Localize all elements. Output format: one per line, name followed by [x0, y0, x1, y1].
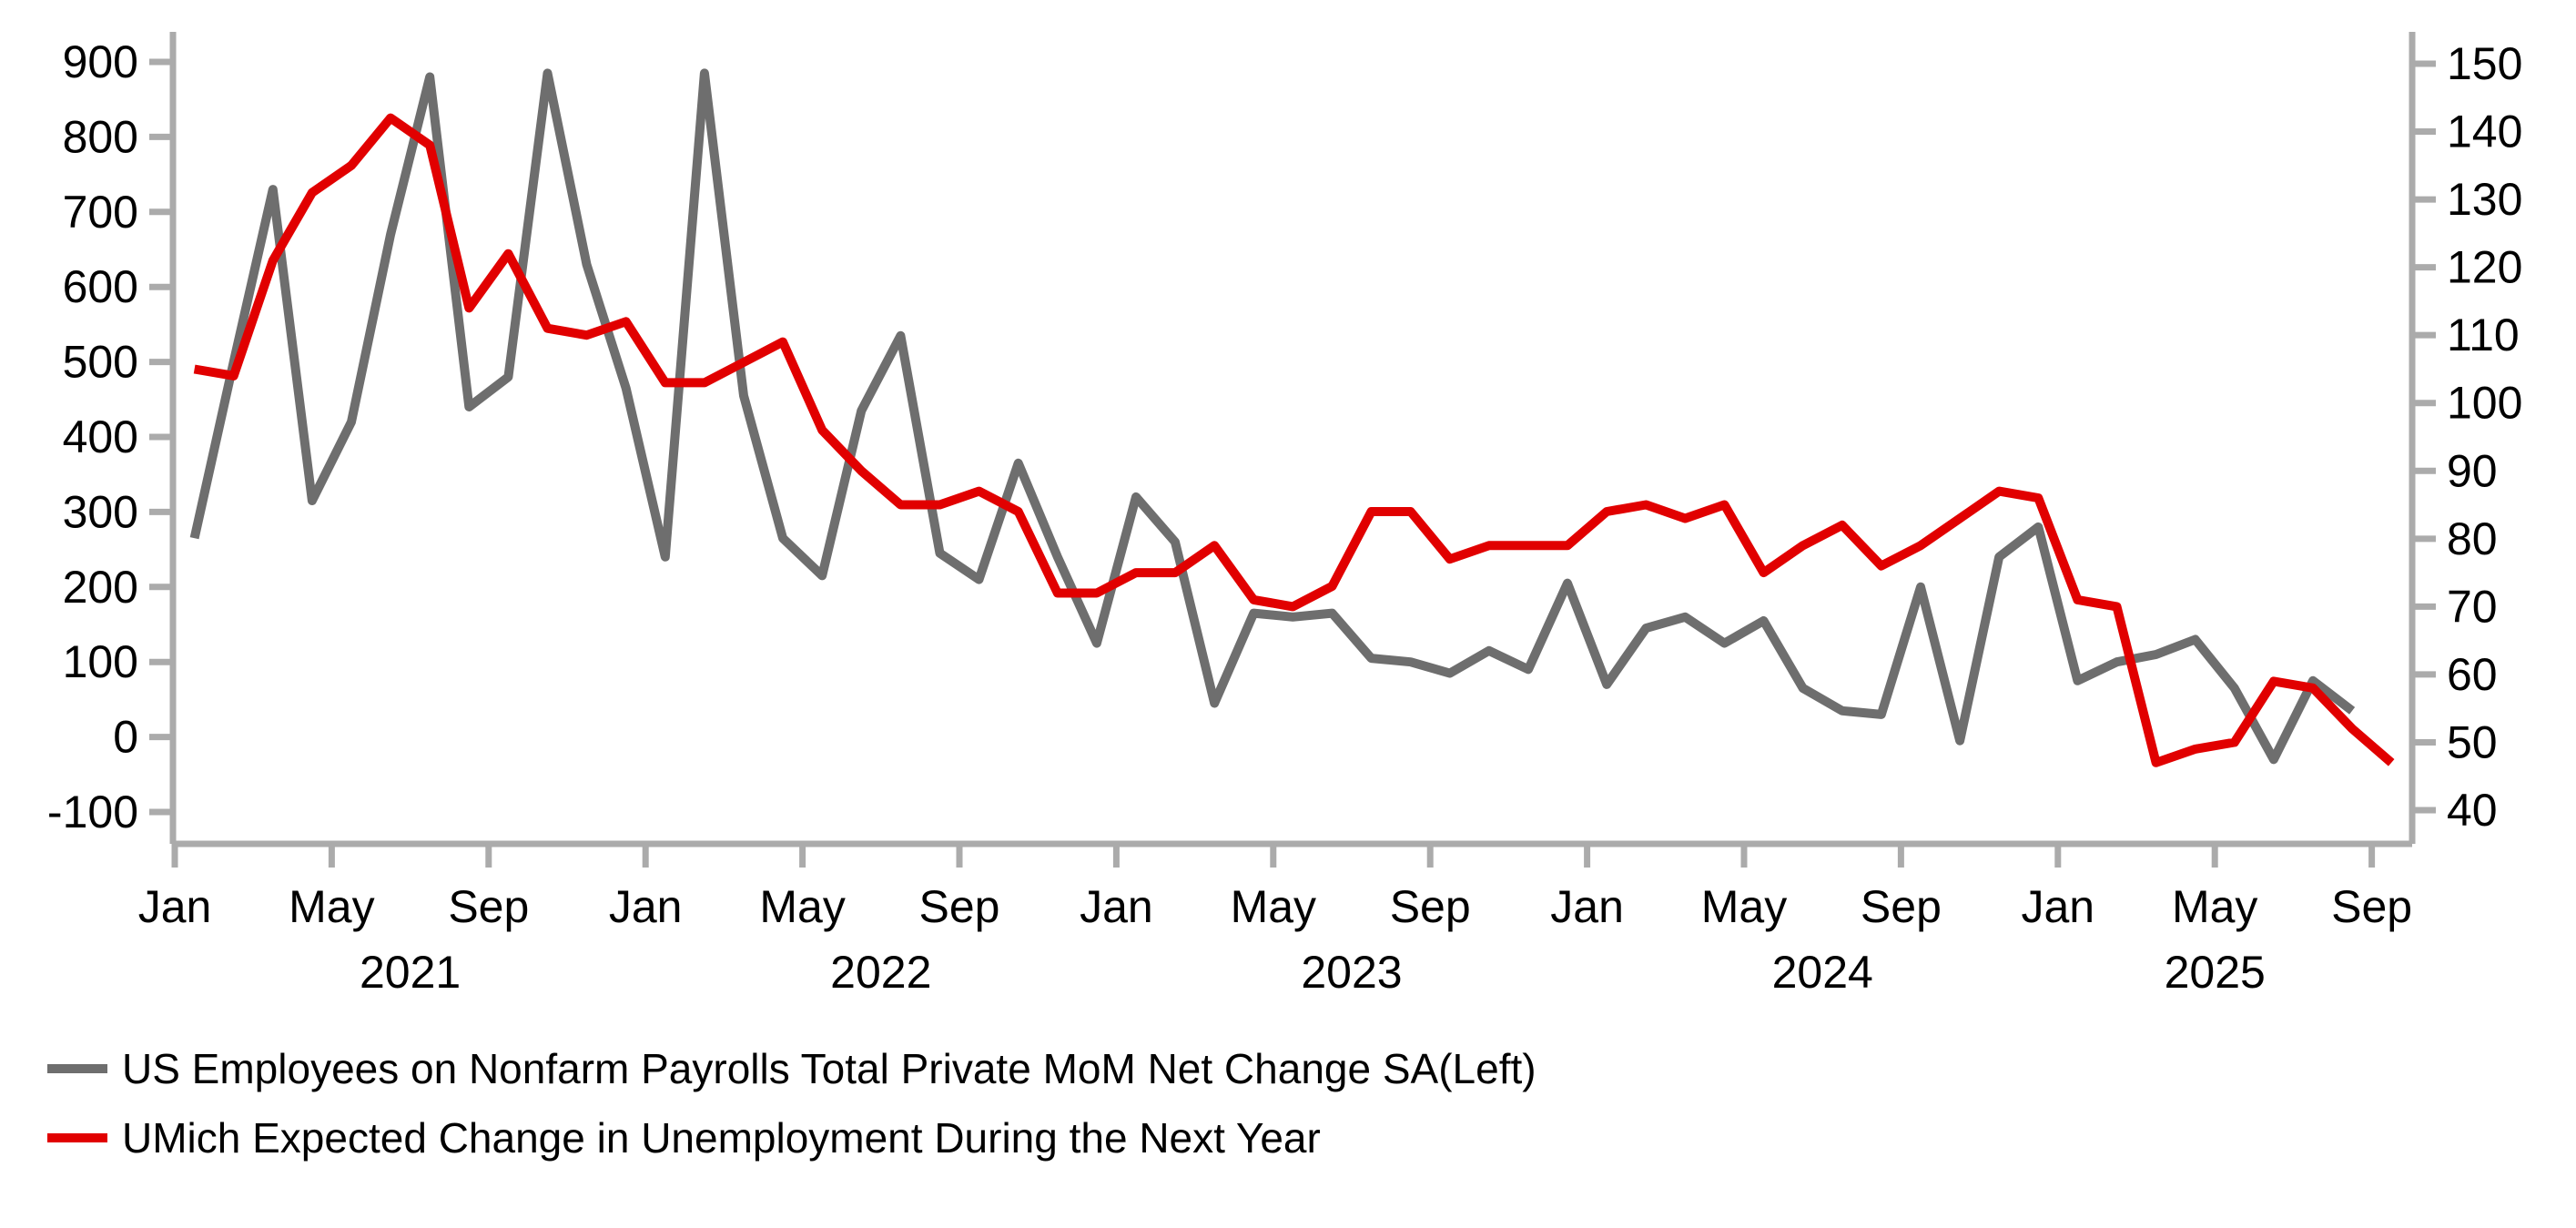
data-series — [189, 68, 2395, 767]
legend-label-umich: UMich Expected Change in Unemployment Du… — [122, 1114, 1321, 1162]
y-right-tick-label: 40 — [2447, 785, 2498, 836]
x-tick-label: May — [759, 881, 845, 932]
y-left-tick-label: 500 — [63, 337, 138, 388]
axis-ticks — [149, 58, 2436, 868]
axis-tick-labels: 900 800 700 600 500 400 300 200 100 0 -100 150 140 13… — [47, 36, 2523, 998]
x-tick-label: May — [2172, 881, 2257, 932]
x-year-label: 2021 — [360, 947, 461, 998]
y-left-tick-label: 200 — [63, 562, 138, 613]
y-left-tick-label: 0 — [113, 712, 138, 763]
x-year-label: 2022 — [830, 947, 931, 998]
y-left-tick-label: 600 — [63, 261, 138, 312]
y-right-tick-label: 110 — [2447, 310, 2520, 360]
x-tick-label: May — [1701, 881, 1787, 932]
x-tick-label: Jan — [138, 881, 212, 932]
y-right-tick-label: 150 — [2447, 38, 2522, 89]
y-right-tick-label: 120 — [2447, 242, 2522, 293]
y-left-tick-label: 100 — [63, 636, 138, 687]
x-year-label: 2023 — [1301, 947, 1402, 998]
y-left-tick-label: -100 — [47, 787, 138, 837]
x-tick-label: Jan — [609, 881, 683, 932]
x-year-label: 2025 — [2165, 947, 2266, 998]
y-left-tick-label: 800 — [63, 111, 138, 162]
x-year-label: 2024 — [1772, 947, 1873, 998]
legend: US Employees on Nonfarm Payrolls Total P… — [47, 1045, 1536, 1162]
x-tick-label: Sep — [1861, 881, 1942, 932]
y-right-tick-label: 140 — [2447, 107, 2522, 157]
x-tick-label: Jan — [2021, 881, 2094, 932]
legend-label-payrolls: US Employees on Nonfarm Payrolls Total P… — [122, 1045, 1536, 1092]
x-tick-label: Sep — [448, 881, 529, 932]
y-right-tick-label: 70 — [2447, 581, 2498, 632]
x-tick-label: Sep — [1390, 881, 1471, 932]
series-line-payrolls — [189, 68, 2356, 765]
axes — [169, 32, 2416, 847]
y-left-tick-label: 700 — [63, 187, 138, 238]
y-right-tick-label: 130 — [2447, 174, 2522, 225]
y-left-tick-label: 900 — [63, 36, 138, 87]
x-tick-label: Sep — [919, 881, 1000, 932]
x-tick-label: Jan — [1080, 881, 1153, 932]
x-tick-label: Sep — [2331, 881, 2412, 932]
y-right-tick-label: 90 — [2447, 445, 2498, 496]
x-tick-label: Jan — [1550, 881, 1624, 932]
y-right-tick-label: 100 — [2447, 378, 2522, 429]
y-right-tick-label: 80 — [2447, 513, 2498, 564]
y-right-tick-label: 60 — [2447, 649, 2498, 700]
x-tick-label: May — [289, 881, 374, 932]
y-left-tick-label: 300 — [63, 486, 138, 537]
x-tick-label: May — [1231, 881, 1316, 932]
y-right-tick-label: 50 — [2447, 716, 2498, 767]
y-left-tick-label: 400 — [63, 411, 138, 462]
series-line-umich — [193, 113, 2395, 767]
